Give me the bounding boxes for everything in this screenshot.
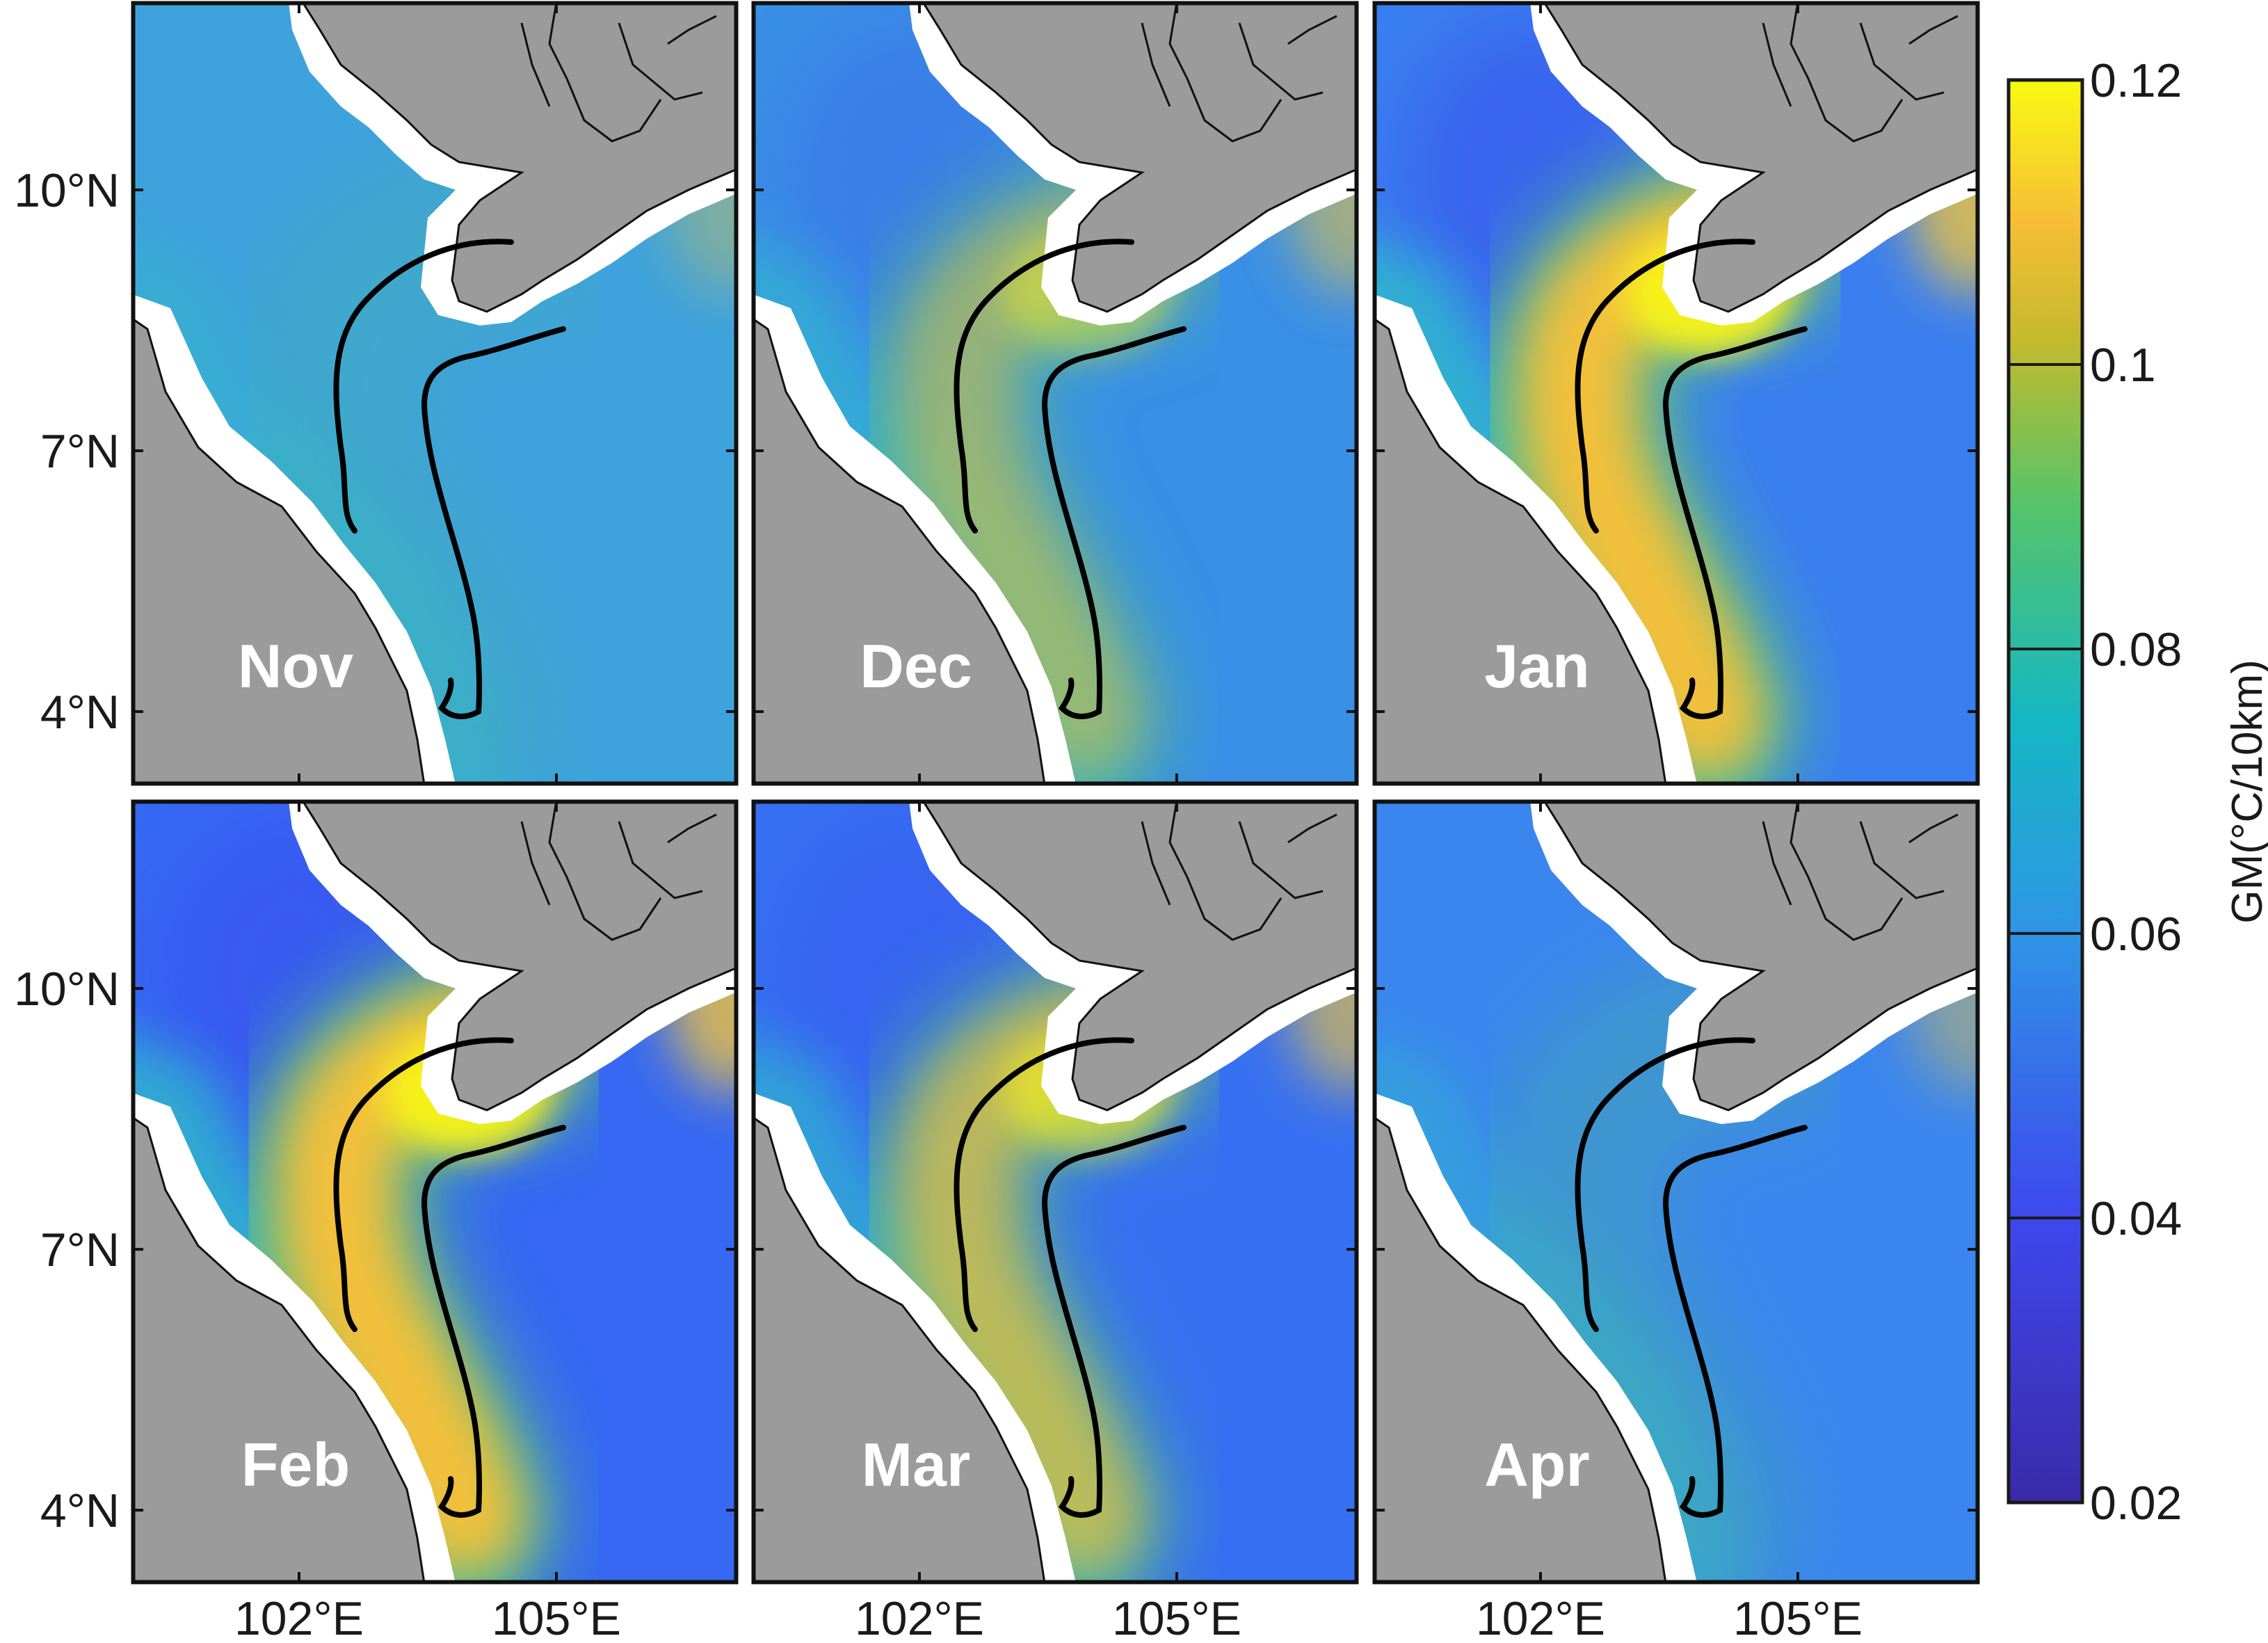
longitude-tick-labels: 102°E 105°E 102°E 105°E 102°E 105°E	[234, 1592, 1863, 1643]
map-panel-apr: Apr	[1372, 799, 1980, 1585]
current-path-west	[1575, 239, 1755, 534]
current-path-east	[1041, 326, 1187, 719]
rivers	[1762, 801, 1959, 941]
colorbar-tick-label: 0.08	[2090, 623, 2182, 676]
month-label: Nov	[238, 632, 353, 700]
map-panel-mar: Mar	[751, 799, 1359, 1585]
rivers	[520, 2, 717, 143]
land-north	[301, 801, 737, 1112]
colorbar-gradient	[2006, 78, 2084, 1505]
land-west	[753, 1116, 1046, 1583]
coastal-mask-west	[132, 294, 456, 785]
longitude-tick-label: 105°E	[1733, 1592, 1863, 1643]
colorbar-tick-label: 0.12	[2090, 54, 2182, 107]
month-label: Jan	[1484, 632, 1590, 700]
current-path-west	[954, 1037, 1134, 1332]
longitude-tick-label: 102°E	[1476, 1592, 1605, 1643]
current-path-west	[333, 239, 514, 534]
longitude-tick-label: 102°E	[855, 1592, 984, 1643]
colorbar-tick-label: 0.02	[2090, 1477, 2182, 1530]
colorbar-title: GM(°C/10km)	[2223, 659, 2268, 924]
land-west	[1374, 1116, 1667, 1583]
coastal-mask-north	[909, 2, 1358, 326]
map-panels: Nov Dec Jan Feb Mar Apr	[131, 1, 1980, 1585]
panel-frame	[1372, 799, 1980, 1585]
current-path-west	[1575, 1037, 1755, 1332]
latitude-tick-label: 10°N	[14, 164, 120, 217]
longitude-tick-label: 102°E	[234, 1592, 364, 1643]
land-west	[1374, 317, 1667, 785]
land-north	[301, 2, 737, 313]
latitude-tick-labels: 10°N 7°N 4°N 10°N 7°N 4°N	[14, 164, 120, 1537]
map-panel-dec: Dec	[751, 1, 1359, 786]
current-path-west	[333, 1037, 514, 1332]
coastal-mask-north	[1530, 801, 1979, 1124]
coastal-mask-west	[753, 1093, 1076, 1583]
current-path-east	[1041, 1125, 1187, 1518]
longitude-tick-label: 105°E	[492, 1592, 621, 1643]
panel-frame	[751, 799, 1359, 1585]
coastal-mask-west	[1374, 294, 1697, 785]
map-panel-feb: Feb	[131, 799, 739, 1585]
land-west	[132, 317, 426, 785]
latitude-tick-label: 7°N	[40, 1224, 120, 1276]
land-north	[922, 801, 1358, 1112]
panel-frame	[751, 1, 1359, 786]
coastal-mask-north	[909, 801, 1358, 1124]
colorbar: 0.12 0.1 0.08 0.06 0.04 0.02 GM(°C/10km)	[2006, 54, 2268, 1530]
current-path-east	[421, 1125, 566, 1518]
latitude-tick-label: 4°N	[40, 686, 120, 739]
latitude-tick-label: 4°N	[40, 1484, 120, 1537]
coastal-mask-north	[289, 801, 737, 1124]
colorbar-tick-label: 0.06	[2090, 908, 2182, 961]
land-north	[1543, 2, 1979, 313]
colorbar-tick-label: 0.04	[2090, 1192, 2182, 1245]
colorbar-tick-label: 0.1	[2090, 339, 2156, 392]
colorbar-ticks: 0.12 0.1 0.08 0.06 0.04 0.02	[2009, 54, 2182, 1530]
coastal-mask-west	[753, 294, 1076, 785]
rivers	[520, 801, 717, 941]
latitude-tick-label: 7°N	[40, 425, 120, 478]
map-panel-nov: Nov	[131, 1, 739, 786]
land-west	[753, 317, 1046, 785]
longitude-tick-label: 105°E	[1112, 1592, 1241, 1643]
rivers	[1141, 2, 1337, 143]
coastal-mask-west	[132, 1093, 456, 1583]
panel-frame	[131, 799, 739, 1585]
current-path-east	[1662, 1125, 1808, 1518]
month-label: Dec	[860, 632, 972, 700]
panel-frame	[131, 1, 739, 786]
coastal-mask-west	[1374, 1093, 1697, 1583]
coastal-mask-north	[1530, 2, 1979, 326]
month-label: Feb	[241, 1430, 350, 1499]
land-west	[132, 1116, 426, 1583]
rivers	[1141, 801, 1337, 941]
month-label: Apr	[1484, 1430, 1590, 1499]
panel-frame	[1372, 1, 1980, 786]
land-north	[1543, 801, 1979, 1112]
map-panel-jan: Jan	[1372, 1, 1980, 786]
current-path-west	[954, 239, 1134, 534]
land-north	[922, 2, 1358, 313]
current-path-east	[1662, 326, 1808, 719]
month-label: Mar	[862, 1430, 971, 1499]
coastal-mask-north	[289, 2, 737, 326]
current-path-east	[421, 326, 566, 719]
latitude-tick-label: 10°N	[14, 963, 120, 1016]
rivers	[1762, 2, 1959, 143]
